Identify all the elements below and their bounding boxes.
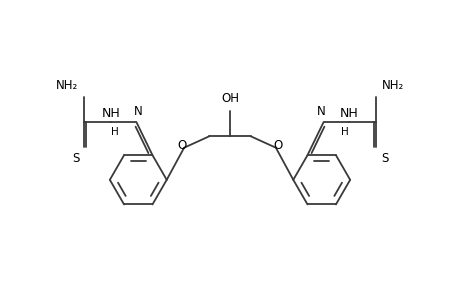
Text: N: N — [134, 106, 143, 118]
Text: NH₂: NH₂ — [381, 80, 403, 92]
Text: NH: NH — [339, 107, 358, 120]
Text: S: S — [72, 152, 79, 165]
Text: O: O — [273, 139, 282, 152]
Text: N: N — [316, 106, 325, 118]
Text: O: O — [177, 139, 186, 152]
Text: NH: NH — [101, 107, 120, 120]
Text: OH: OH — [220, 92, 239, 105]
Text: S: S — [380, 152, 387, 165]
Text: H: H — [341, 127, 348, 137]
Text: H: H — [111, 127, 118, 137]
Text: NH₂: NH₂ — [56, 80, 78, 92]
